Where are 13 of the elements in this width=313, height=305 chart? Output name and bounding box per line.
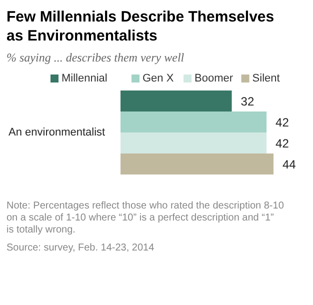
legend-label: Gen X [142, 72, 174, 84]
legend-label: Silent [252, 72, 280, 84]
data-label: 42 [276, 136, 290, 150]
text: Note: Percentages reflect those who rated the description 8-10 on a scale of 1-10 where “10” is a perfect description and “1” is totally wrong. [6, 200, 284, 236]
legend-label: Millennial [62, 72, 108, 84]
chart-title: Few Millennials Describe Themselves as Environmentalists [6, 8, 274, 44]
data-label: 42 [276, 116, 290, 130]
source-note: Source: survey, Feb. 14-23, 2014 [6, 242, 155, 254]
data-label: 44 [282, 158, 296, 172]
chart-subtitle: % saying ... describes them very well [6, 50, 185, 64]
data-label: 32 [240, 94, 254, 108]
legend-label: Boomer [194, 72, 234, 84]
y-tick-label: An environmentalist [8, 126, 106, 138]
